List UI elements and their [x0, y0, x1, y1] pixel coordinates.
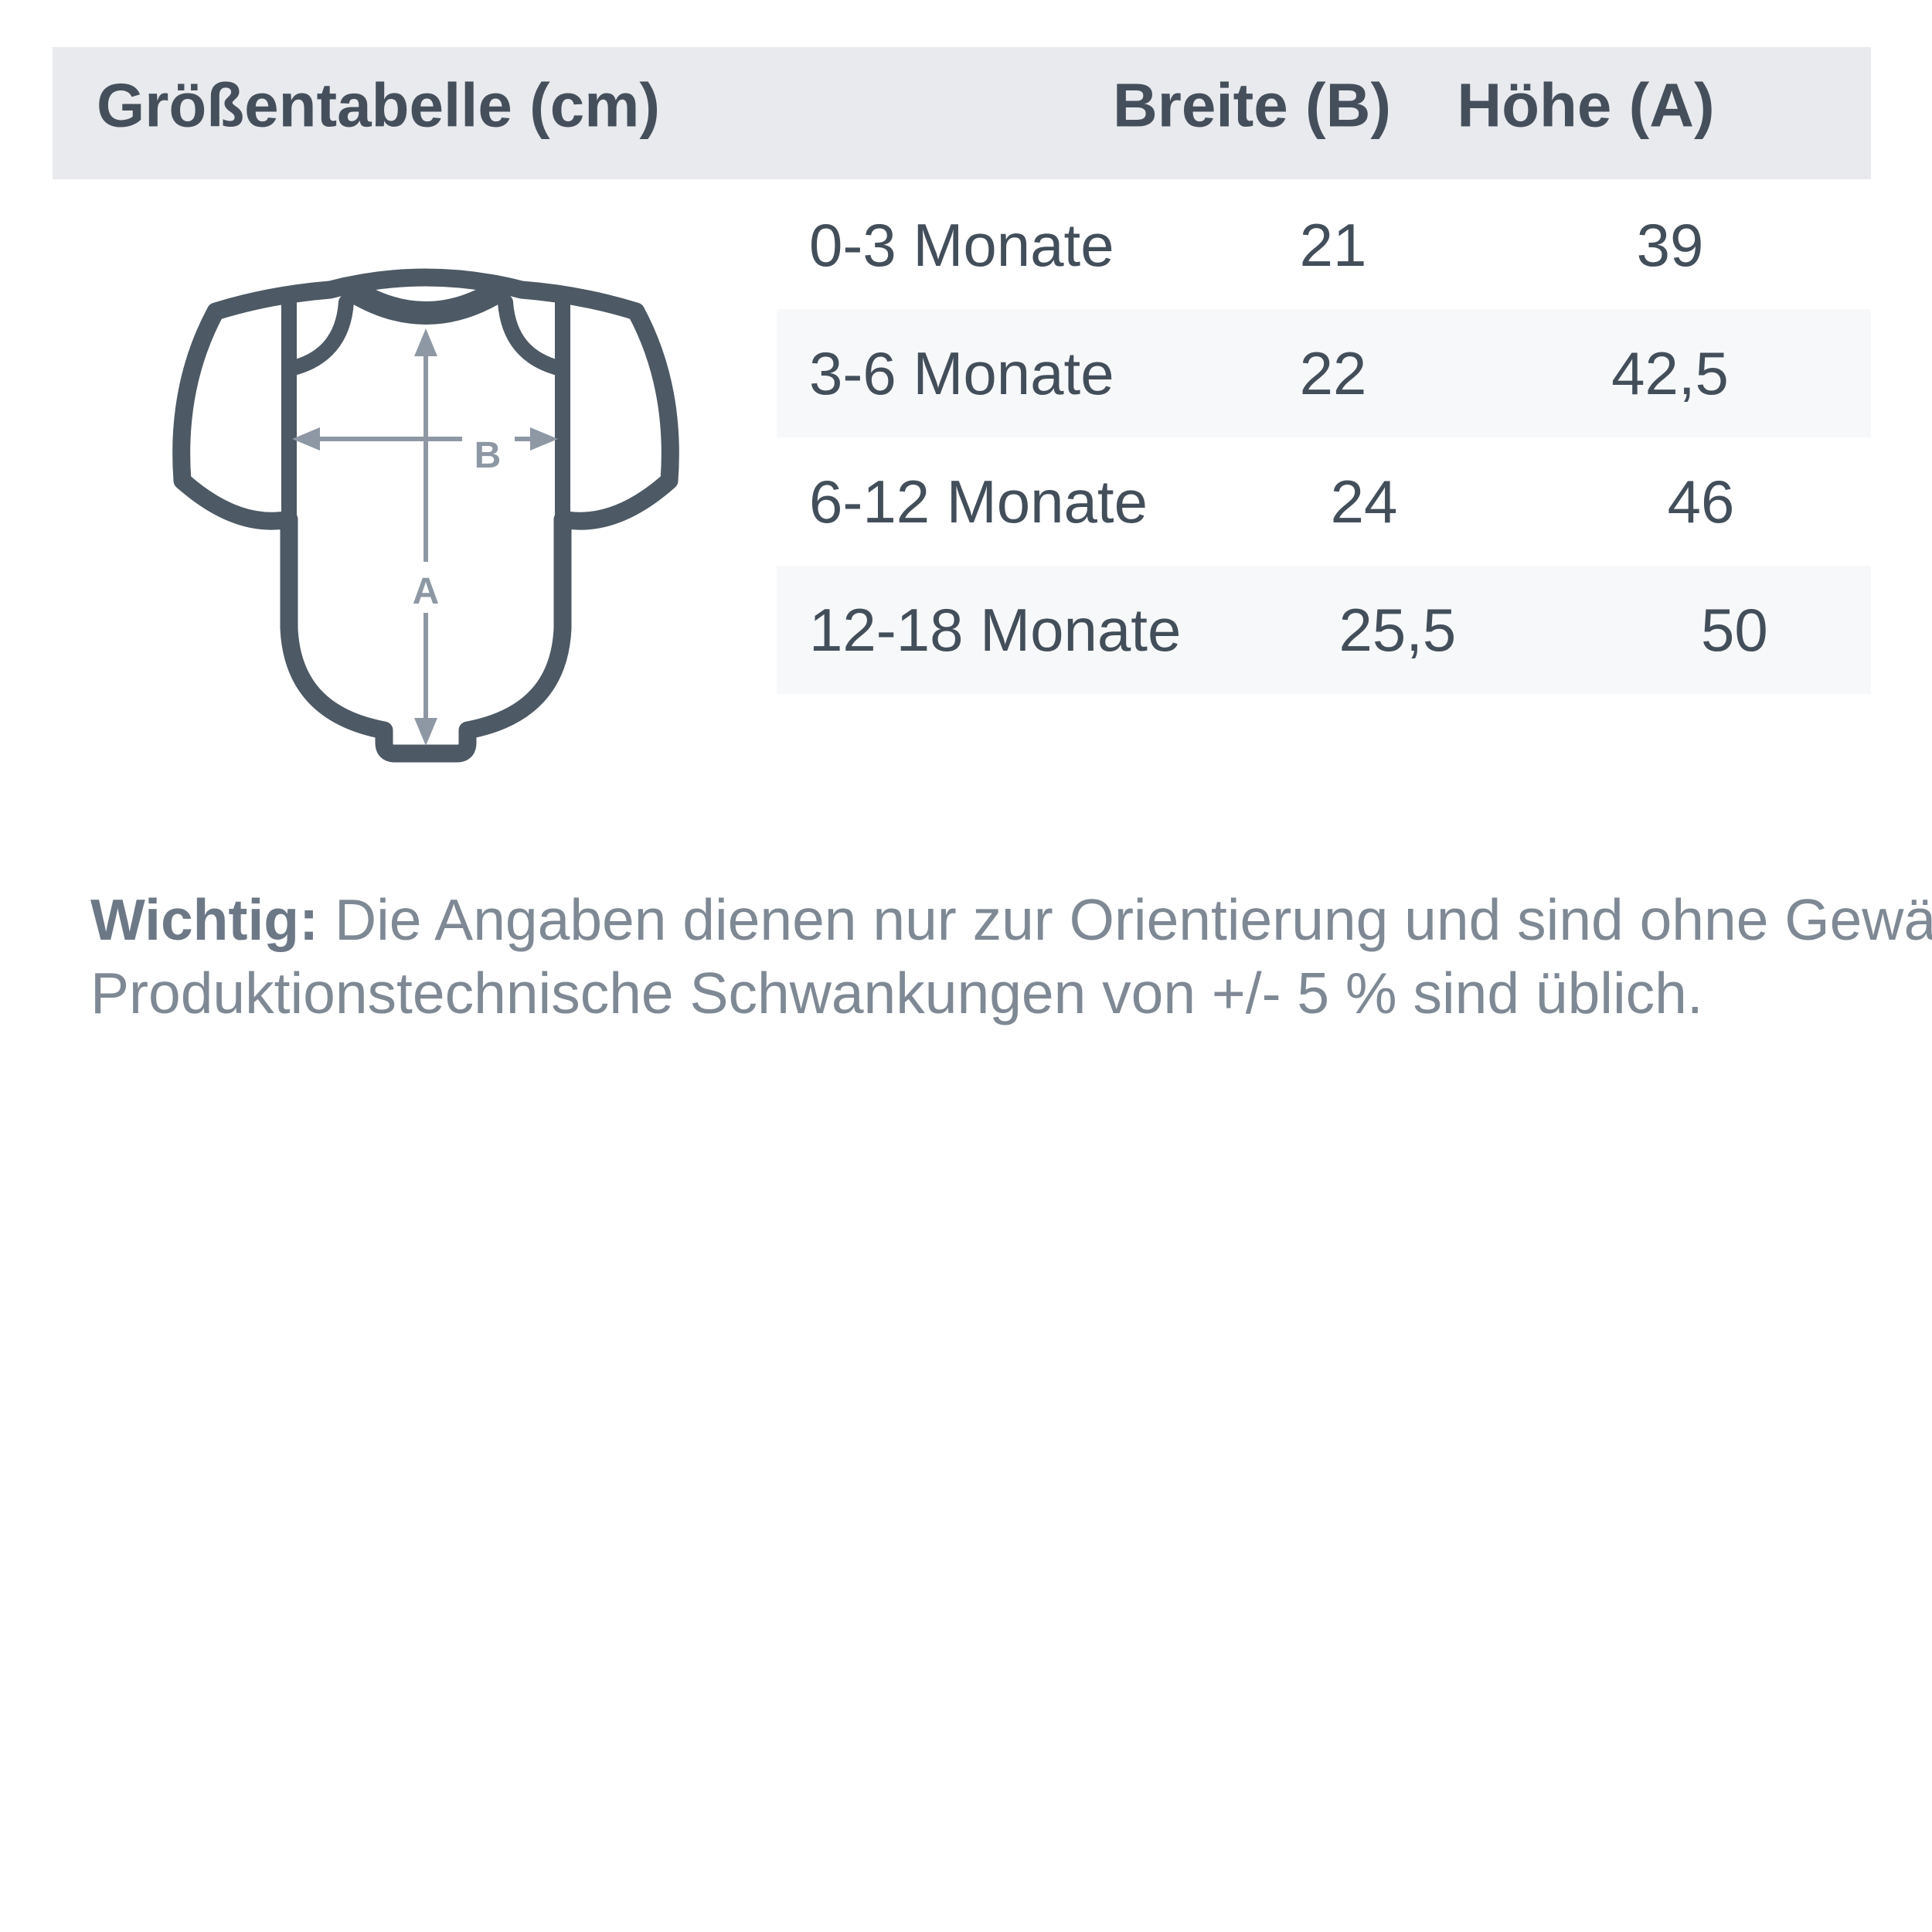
arrow-right-icon [530, 427, 558, 451]
table-row: 0-3 Monate 21 39 [777, 181, 1871, 309]
width-dim-label: B [474, 435, 502, 476]
arrow-up-icon [414, 328, 437, 356]
table-row: 12-18 Monate 25,5 50 [777, 566, 1871, 694]
hoehe-value: 50 [1700, 595, 1768, 664]
column-header-hoehe: Höhe (A) [1457, 70, 1715, 140]
size-label: 3-6 Monate [809, 338, 1114, 407]
breite-value: 21 [1299, 210, 1367, 279]
width-arrow: B [292, 427, 558, 476]
note-line-2: Produktionstechnische Schwankungen von +… [90, 961, 1703, 1026]
table-header-bar: Größentabelle (cm) Breite (B) Höhe (A) [53, 47, 1871, 179]
table-row: 3-6 Monate 22 42,5 [777, 309, 1871, 437]
size-label: 6-12 Monate [809, 467, 1148, 536]
arrow-left-icon [292, 427, 320, 451]
bodysuit-diagram: A B [172, 268, 679, 763]
table-row: 6-12 Monate 24 46 [777, 437, 1871, 566]
height-arrow: A [413, 328, 440, 746]
breite-value: 25,5 [1338, 595, 1457, 664]
size-table: 0-3 Monate 21 39 3-6 Monate 22 42,5 6-12… [777, 181, 1871, 694]
page-title: Größentabelle (cm) [97, 70, 661, 140]
neckband-line [342, 280, 509, 325]
hoehe-value: 46 [1667, 467, 1735, 536]
breite-value: 24 [1330, 467, 1398, 536]
breite-value: 22 [1299, 338, 1367, 407]
raglan-seam-left [283, 294, 354, 376]
disclaimer-note: Wichtig: Die Angaben dienen nur zur Orie… [90, 883, 1932, 1030]
size-label: 12-18 Monate [809, 595, 1182, 664]
height-dim-label: A [413, 571, 440, 612]
column-header-breite: Breite (B) [1112, 70, 1392, 140]
raglan-seam-right [498, 294, 569, 376]
note-line-1-text: Die Angaben dienen nur zur Orientierung … [334, 887, 1932, 952]
arrow-down-icon [414, 718, 437, 746]
note-line-1: Wichtig: Die Angaben dienen nur zur Orie… [90, 887, 1932, 952]
size-label: 0-3 Monate [809, 210, 1114, 279]
note-lead: Wichtig: [90, 887, 319, 952]
hoehe-value: 42,5 [1611, 338, 1729, 407]
hoehe-value: 39 [1636, 210, 1704, 279]
